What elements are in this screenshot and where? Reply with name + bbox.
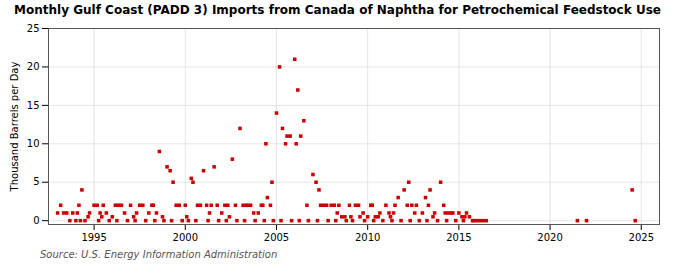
svg-text:2020: 2020 xyxy=(537,232,562,243)
svg-text:2010: 2010 xyxy=(355,232,380,243)
svg-text:15: 15 xyxy=(27,100,40,111)
html-text:Source: U.S. Energy Informatio: Source: U.S. Energy Information Administ… xyxy=(40,249,278,260)
svg-text:2000: 2000 xyxy=(173,232,198,243)
svg-text:0: 0 xyxy=(33,215,39,226)
svg-text:20: 20 xyxy=(27,61,40,72)
svg-text:5: 5 xyxy=(33,176,39,187)
svg-text:2005: 2005 xyxy=(264,232,289,243)
svg-text:2025: 2025 xyxy=(629,232,654,243)
svg-text:2015: 2015 xyxy=(446,232,471,243)
svg-text:1995: 1995 xyxy=(81,232,106,243)
svg-text:10: 10 xyxy=(27,138,40,149)
svg-text:25: 25 xyxy=(27,23,40,34)
html-text:Monthly Gulf Coast (PADD 3) Im: Monthly Gulf Coast (PADD 3) Imports from… xyxy=(14,3,661,17)
svg-text:Thousand Barrels per Day: Thousand Barrels per Day xyxy=(9,62,20,193)
